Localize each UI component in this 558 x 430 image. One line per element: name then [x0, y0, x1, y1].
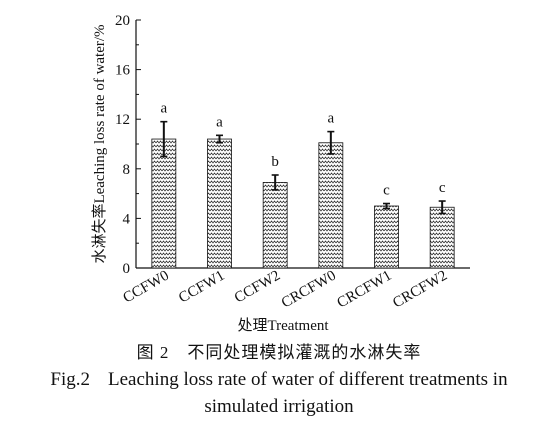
bar-CCFW0 [151, 138, 177, 269]
y-tick-label: 0 [123, 261, 131, 277]
y-tick-label: 20 [115, 13, 130, 29]
chart-labels: 048121620aCCFW0aCCFW1bCCFW2aCRCFW0cCRCFW… [91, 13, 450, 334]
chart-bars [151, 120, 455, 269]
significance-letter-CRCFW2: c [439, 180, 446, 196]
x-tick-label-CCFW1: CCFW1 [176, 268, 227, 307]
x-tick-label-CRCFW1: CRCFW1 [335, 268, 395, 312]
x-tick-label-CRCFW2: CRCFW2 [390, 268, 450, 312]
caption-cn-number: 图 2 [136, 343, 170, 362]
x-tick-label-CRCFW0: CRCFW0 [279, 268, 339, 312]
bar-CCFW1 [207, 138, 232, 269]
figure-caption-chinese: 图 2 不同处理模拟灌溉的水淋失率 [0, 338, 558, 363]
y-tick-label: 4 [123, 211, 131, 227]
significance-letter-CCFW1: a [216, 114, 223, 130]
figure-caption-english-line2: simulated irrigation [0, 396, 558, 418]
y-tick-label: 12 [115, 112, 130, 128]
significance-letter-CCFW0: a [160, 101, 167, 117]
chart-axes [135, 19, 470, 269]
caption-cn-text: 不同处理模拟灌溉的水淋失率 [187, 343, 422, 362]
x-tick-label-CCFW2: CCFW2 [232, 268, 283, 307]
significance-letter-CRCFW1: c [383, 183, 390, 199]
bar-CCFW2 [262, 182, 288, 269]
y-tick-label: 16 [115, 63, 131, 79]
x-axis-title: 处理Treatment [237, 317, 329, 334]
caption-en-line1: Leaching loss rate of water of different… [108, 369, 508, 390]
significance-letter-CCFW2: b [271, 154, 279, 170]
bar-CRCFW1 [374, 205, 399, 269]
bar-CRCFW2 [429, 206, 455, 269]
caption-en-number: Fig.2 [50, 369, 91, 390]
y-axis-title: 水淋失率Leaching loss rate of water/% [91, 24, 108, 263]
bar-CRCFW0 [318, 142, 344, 269]
significance-letter-CRCFW0: a [327, 111, 334, 127]
caption-en-line2: simulated irrigation [204, 396, 354, 417]
y-tick-label: 8 [123, 162, 131, 178]
figure-caption-english: Fig.2 Leaching loss rate of water of diff… [0, 369, 558, 391]
